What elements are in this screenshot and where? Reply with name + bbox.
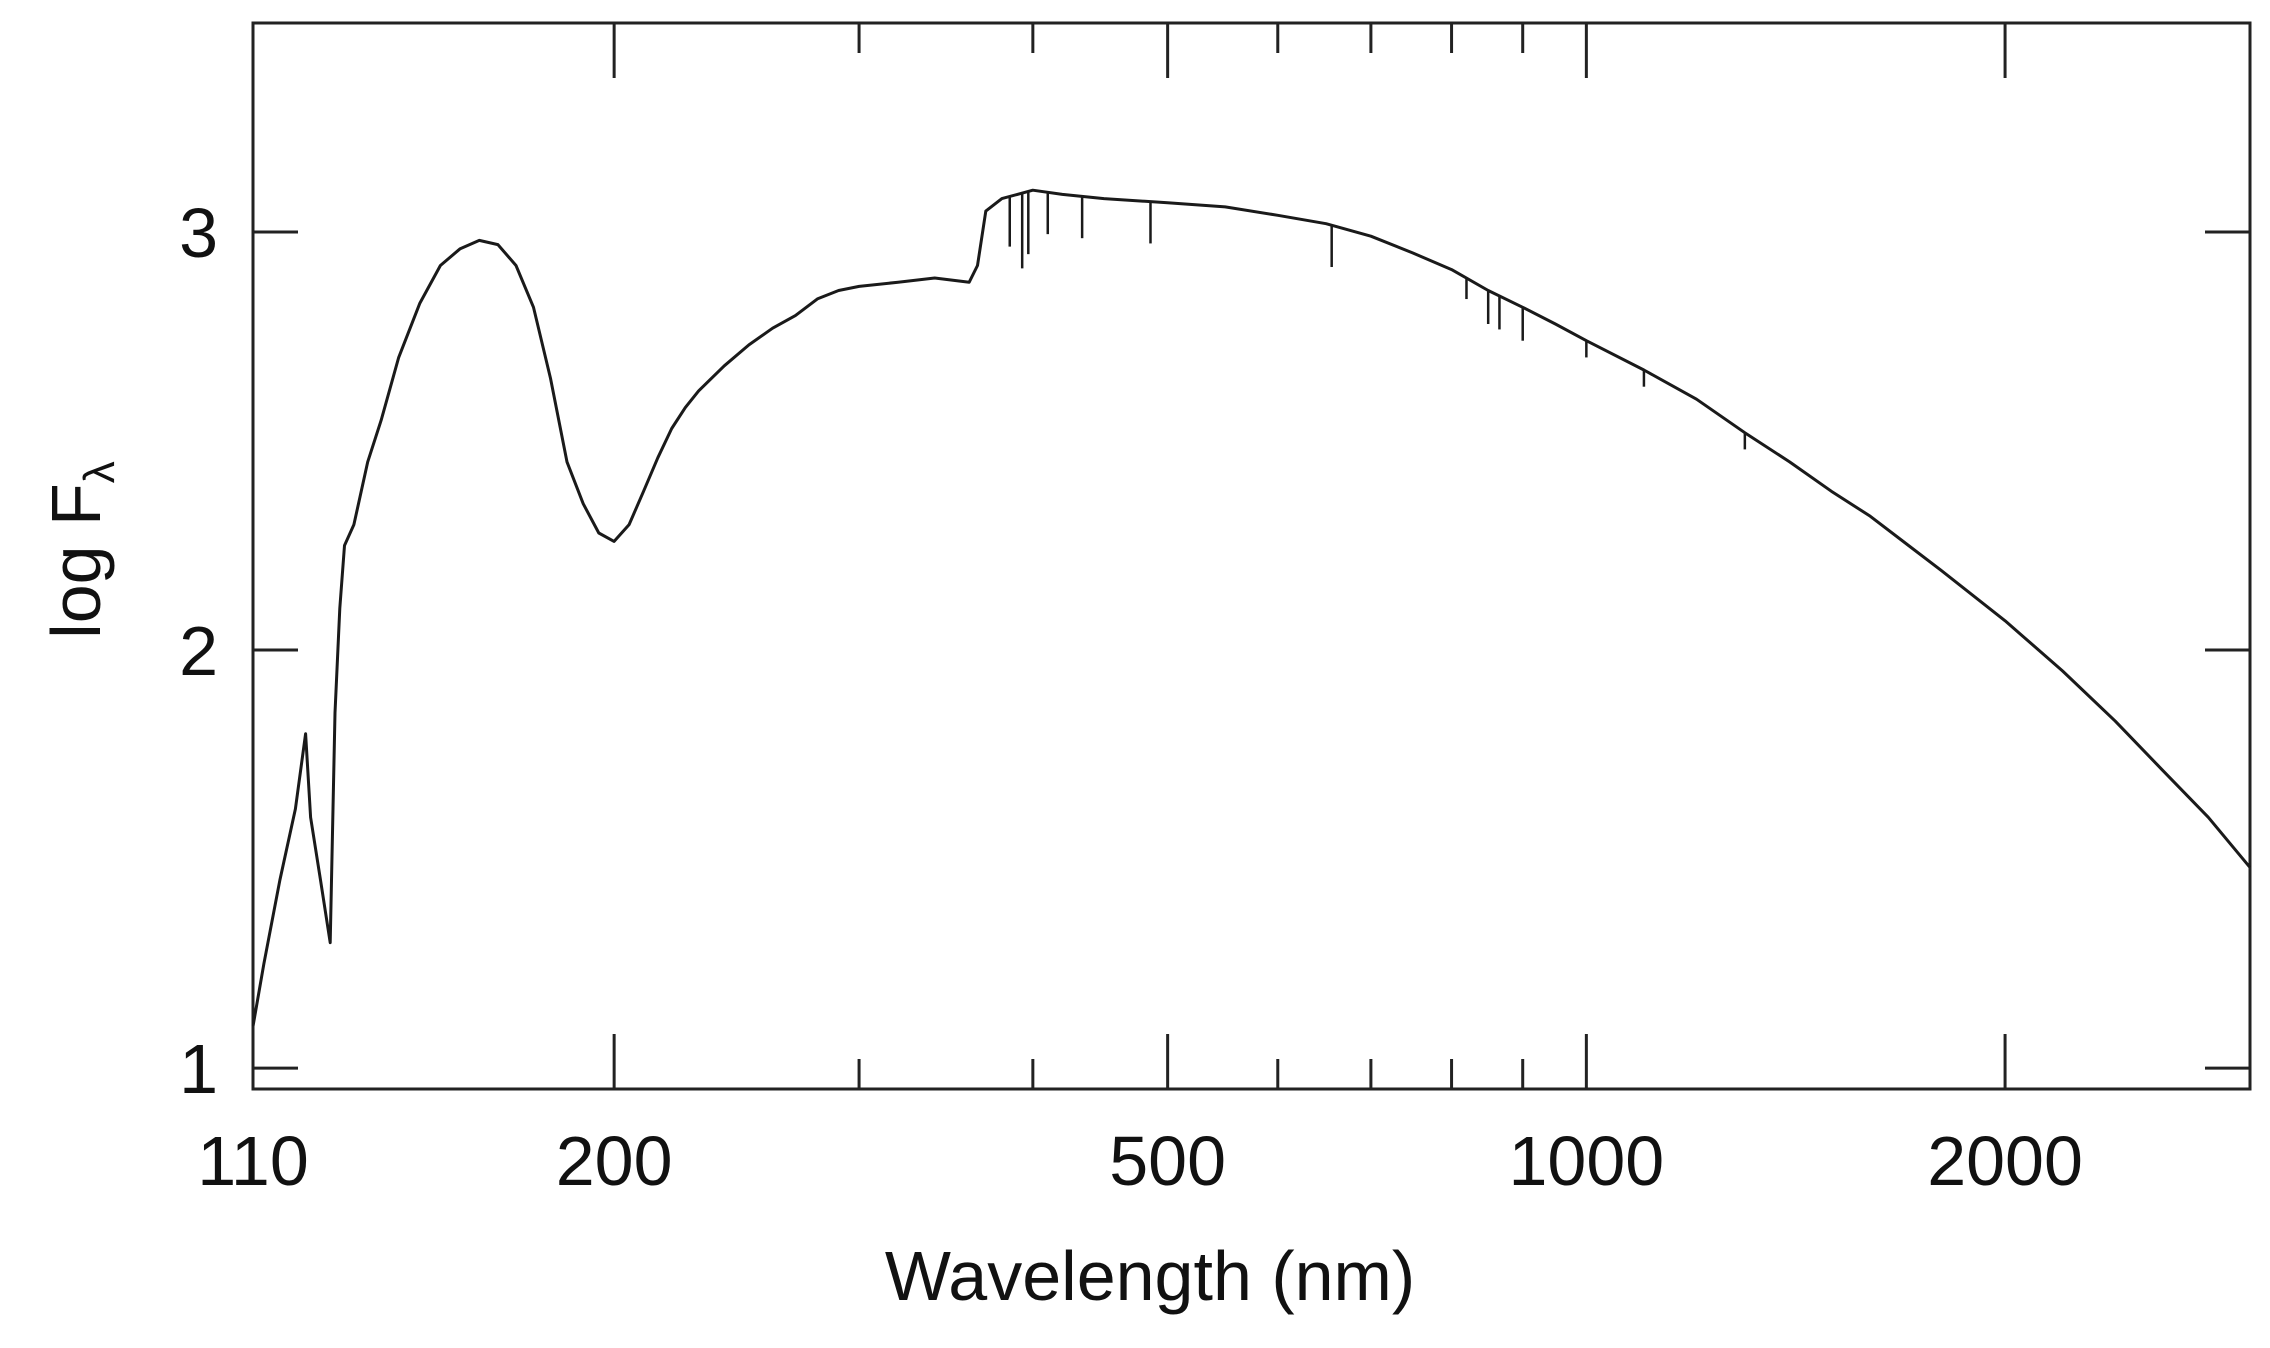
y-axis-label-subscript: λ: [75, 461, 124, 483]
y-tick-label: 2: [179, 612, 218, 690]
x-tick-label: 110: [197, 1122, 309, 1200]
y-axis-label-main: log F: [37, 483, 115, 639]
y-ticks: 1 2 3: [179, 194, 2250, 1108]
x-tick-label: 2000: [1927, 1122, 2083, 1200]
x-tick-label: 500: [1109, 1122, 1226, 1200]
y-tick-label: 3: [179, 194, 218, 272]
x-axis-label: Wavelength (nm): [885, 1237, 1415, 1315]
series-line-spectrum: [251, 188, 2252, 1027]
x-tick-label: 1000: [1508, 1122, 1664, 1200]
x-tick-label: 200: [556, 1122, 673, 1200]
series-layer: [251, 188, 2252, 1027]
plot-frame: [251, 21, 2252, 1091]
x-ticks: 110 200 500 1000 2000: [197, 23, 2083, 1200]
y-tick-label: 1: [179, 1030, 218, 1108]
y-axis-label: log Fλ: [37, 461, 124, 639]
